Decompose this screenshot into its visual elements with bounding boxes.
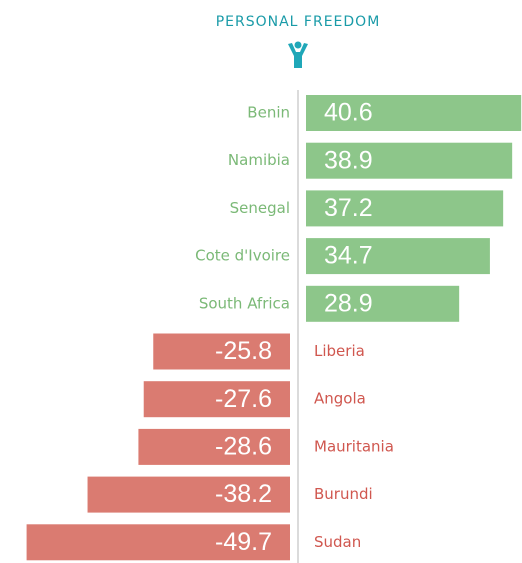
bar bbox=[306, 238, 490, 275]
value-label: 28.9 bbox=[324, 289, 373, 317]
value-label: 40.6 bbox=[324, 99, 373, 127]
category-label: Benin bbox=[247, 104, 290, 122]
bar bbox=[306, 285, 460, 322]
bar bbox=[153, 333, 290, 370]
bar bbox=[87, 476, 290, 513]
category-label: Mauritania bbox=[314, 437, 394, 455]
category-label: Liberia bbox=[314, 342, 365, 360]
bar bbox=[306, 142, 513, 179]
value-label: -28.6 bbox=[215, 433, 272, 461]
category-label: Namibia bbox=[228, 151, 290, 169]
bar bbox=[306, 95, 522, 131]
value-label: 38.9 bbox=[324, 146, 373, 174]
bar bbox=[306, 190, 504, 227]
value-label: 34.7 bbox=[324, 242, 373, 270]
bar bbox=[26, 524, 291, 561]
value-label: -25.8 bbox=[215, 337, 272, 365]
person-icon bbox=[288, 41, 308, 68]
chart-title: PERSONAL FREEDOM bbox=[216, 14, 381, 30]
value-label: -27.6 bbox=[215, 385, 272, 413]
bar bbox=[138, 428, 290, 465]
value-label: -38.2 bbox=[215, 480, 272, 508]
category-label: Angola bbox=[314, 390, 366, 408]
category-label: Burundi bbox=[314, 485, 373, 503]
category-label: Sudan bbox=[314, 533, 361, 551]
bar bbox=[143, 381, 290, 418]
category-label: South Africa bbox=[199, 294, 290, 312]
value-label: -49.7 bbox=[215, 528, 272, 556]
category-label: Senegal bbox=[230, 199, 290, 217]
category-label: Cote d'Ivoire bbox=[195, 247, 290, 265]
value-label: 37.2 bbox=[324, 194, 373, 222]
